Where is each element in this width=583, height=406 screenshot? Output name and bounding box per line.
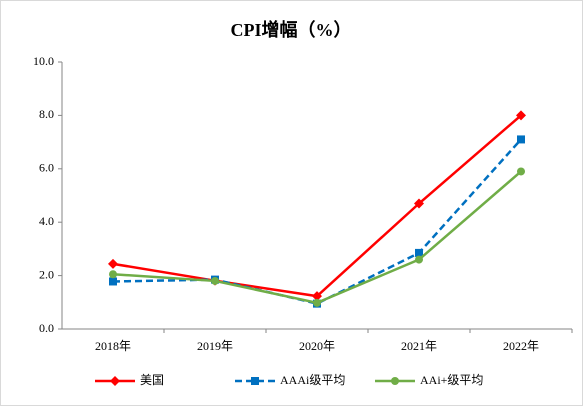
- y-tick-label: 2.0: [39, 267, 54, 281]
- point-marker: [108, 258, 118, 269]
- point-marker: [313, 298, 321, 307]
- x-tick-label: 2022年: [503, 339, 539, 353]
- point-marker: [109, 277, 117, 286]
- point-marker: [516, 110, 526, 121]
- y-tick-label: 6.0: [39, 161, 54, 175]
- x-tick-label: 2021年: [401, 339, 437, 353]
- legend-label: 美国: [140, 373, 164, 387]
- point-marker: [415, 248, 423, 257]
- y-tick-label: 8.0: [39, 107, 54, 121]
- point-marker: [211, 276, 219, 285]
- legend-marker: [391, 377, 399, 385]
- point-marker: [517, 167, 525, 176]
- y-tick-label: 0.0: [39, 321, 54, 335]
- point-marker: [109, 270, 117, 279]
- y-tick-label: 4.0: [39, 214, 54, 228]
- y-tick-label: 10.0: [33, 54, 54, 68]
- point-marker: [517, 135, 525, 144]
- x-tick-label: 2018年: [95, 339, 131, 353]
- legend-marker: [251, 377, 259, 385]
- x-tick-label: 2020年: [299, 339, 335, 353]
- chart-title: CPI增幅（%）: [231, 19, 352, 40]
- x-tick-label: 2019年: [197, 339, 233, 353]
- legend-label: AAAi级平均: [280, 373, 345, 387]
- point-marker: [415, 255, 423, 264]
- series-line: [112, 138, 522, 305]
- legend-marker: [110, 376, 120, 386]
- point-marker: [414, 198, 424, 209]
- point-marker: [312, 291, 322, 302]
- legend-label: AAi+级平均: [420, 373, 483, 387]
